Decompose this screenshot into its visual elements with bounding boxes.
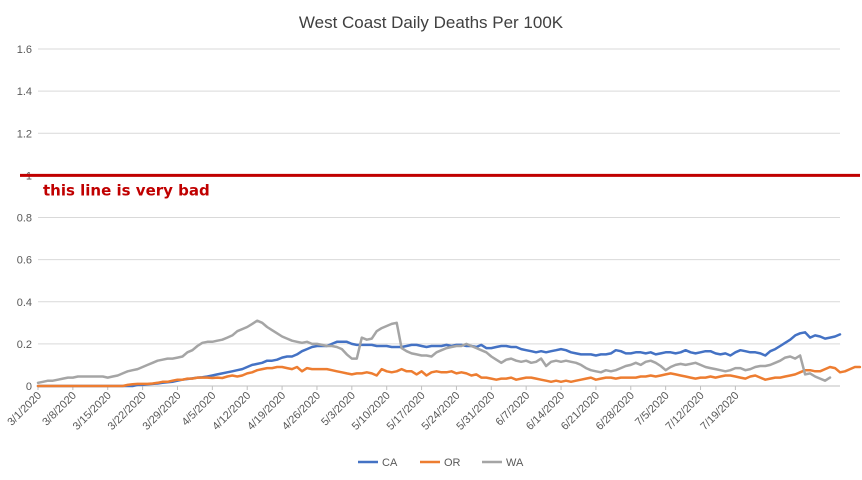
legend-label-or: OR: [444, 457, 461, 469]
chart-title: West Coast Daily Deaths Per 100K: [299, 13, 564, 32]
annotation: this line is very bad: [20, 173, 860, 199]
y-tick-label: 0.4: [17, 297, 32, 309]
legend-label-wa: WA: [506, 457, 524, 469]
y-tick-label: 0: [26, 381, 32, 393]
y-tick-label: 0.8: [17, 213, 32, 225]
legend-label-ca: CA: [382, 457, 398, 469]
y-tick-label: 1.6: [17, 44, 32, 56]
y-tick-label: 0.6: [17, 255, 32, 267]
y-tick-label: 1.2: [17, 128, 32, 140]
y-tick-label: 0.2: [17, 339, 32, 351]
series-line-or: [36, 365, 862, 388]
y-tick-label: 1.4: [17, 86, 32, 98]
series-line-wa: [36, 319, 832, 385]
series-lines: [36, 319, 862, 388]
y-axis-ticks: 00.20.40.60.811.21.41.6: [17, 44, 32, 393]
threshold-label: this line is very bad: [43, 181, 210, 199]
legend: CA OR WA: [358, 457, 524, 469]
